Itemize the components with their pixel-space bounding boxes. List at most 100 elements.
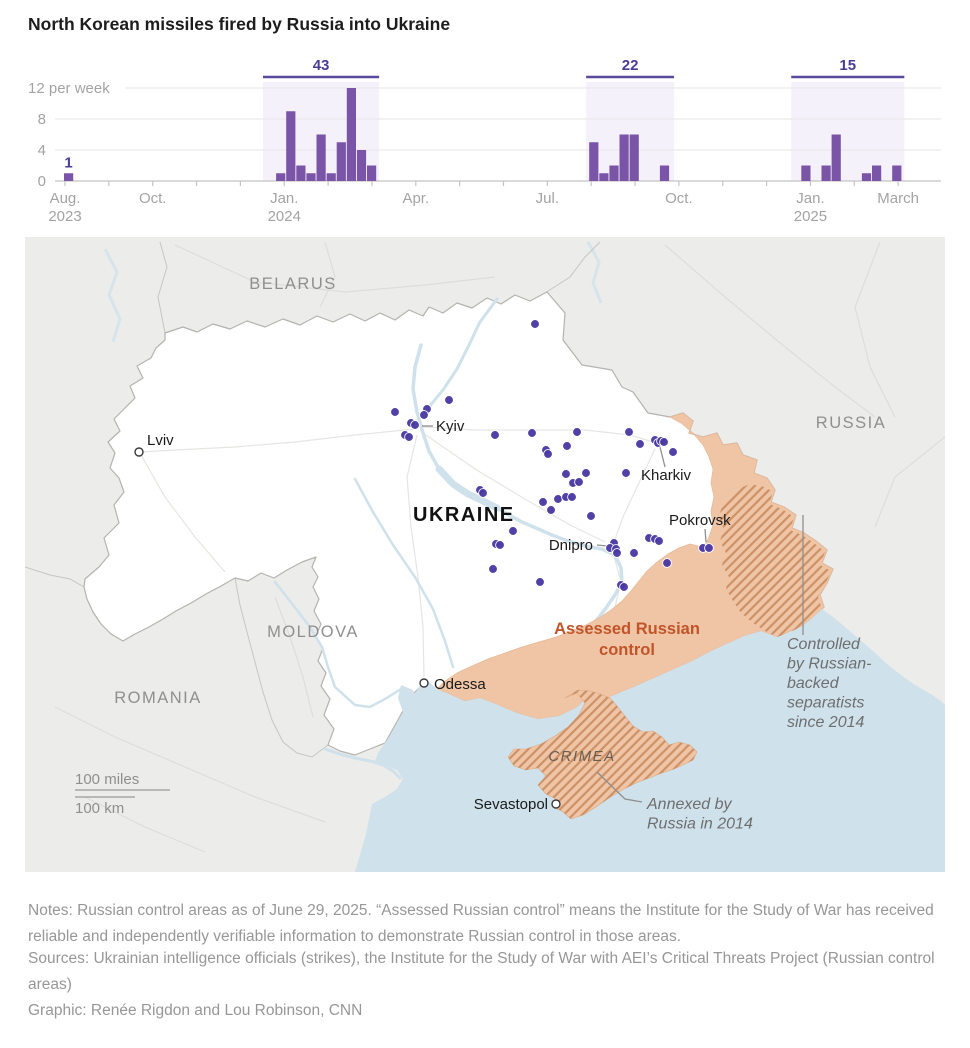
strike-dot	[574, 477, 584, 487]
dniester-liman	[398, 685, 417, 725]
strike-dot	[624, 427, 634, 437]
city-label: Kharkiv	[641, 467, 692, 484]
bar	[892, 165, 902, 181]
bar	[306, 173, 316, 181]
city-label: Dnipro	[549, 537, 593, 554]
leader-lines	[422, 425, 804, 803]
strike-dot	[535, 577, 545, 587]
x-tick-year: 2025	[794, 208, 827, 225]
strike-dot	[561, 469, 571, 479]
strike-dot	[581, 468, 591, 478]
strike-dot	[586, 511, 596, 521]
annotation-crimea-annexed: Russia in 2014	[647, 816, 753, 833]
bar	[64, 173, 74, 181]
x-tick-label: Oct.	[665, 190, 693, 207]
strike-dot	[495, 540, 505, 550]
country-label: BELARUS	[249, 275, 337, 293]
credit-text: Graphic: Renée Rigdon and Lou Robinson, …	[28, 1002, 363, 1019]
annotation-separatists: Controlled	[787, 636, 861, 653]
country-label: RUSSIA	[816, 414, 886, 432]
strike-dot	[704, 543, 714, 553]
cluster-total-label: 22	[622, 57, 639, 74]
assessed-control-label: Assessed Russian	[554, 620, 700, 638]
neighbor-roads	[54, 241, 945, 853]
strike-dot	[619, 582, 629, 592]
strike-dot	[543, 449, 553, 459]
strike-dot	[419, 410, 429, 420]
strike-dot	[546, 505, 556, 515]
strike-dot	[390, 407, 400, 417]
crimea-shape	[507, 689, 698, 820]
strike-dot	[668, 447, 678, 457]
x-tick-label: Jul.	[536, 190, 559, 207]
strike-dot	[662, 558, 672, 568]
y-tick-label: 4	[38, 142, 46, 159]
page-title: North Korean missiles fired by Russia in…	[28, 14, 451, 34]
bar	[659, 165, 670, 181]
annotation-separatists: by Russian-	[787, 656, 871, 673]
bar	[619, 134, 629, 181]
strike-dot	[635, 439, 645, 449]
strike-dot	[629, 548, 639, 558]
country-borders	[25, 241, 601, 758]
strike-dot	[478, 488, 488, 498]
strike-dot	[444, 395, 454, 405]
city-marker	[134, 447, 144, 457]
annotation-separatists: since 2014	[787, 714, 864, 731]
bar	[831, 134, 841, 181]
city-label: Kyiv	[436, 418, 465, 435]
annotation-separatists: separatists	[787, 695, 864, 712]
crimea-label: CRIMEA	[548, 748, 615, 765]
bar	[336, 142, 346, 181]
bar	[276, 173, 286, 181]
bar	[356, 150, 367, 181]
x-tick-label: Aug.	[50, 190, 81, 207]
strike-dot	[654, 536, 664, 546]
y-tick-label: 8	[38, 111, 46, 128]
notes-text: Notes: Russian control areas as of June …	[28, 901, 934, 946]
strike-dot	[410, 420, 420, 430]
ukraine-map: BELARUS RUSSIA MOLDOVA ROMANIA UKRAINE CRIMEA…	[25, 237, 945, 872]
x-tick-year: 2023	[48, 208, 81, 225]
strike-dot	[567, 492, 577, 502]
bar	[861, 173, 872, 181]
ukraine-roads	[140, 426, 656, 678]
highlight-band	[791, 82, 905, 181]
city-label: Sevastopol	[474, 796, 548, 813]
bar	[589, 142, 599, 181]
bar	[872, 165, 882, 181]
strike-dot	[612, 548, 622, 558]
strike-dot	[404, 432, 414, 442]
x-tick-label: Oct.	[139, 190, 167, 207]
country-label: ROMANIA	[114, 689, 202, 707]
strike-dot	[508, 526, 518, 536]
x-tick-label: Apr.	[402, 190, 429, 207]
bar	[286, 111, 296, 181]
city-label: Odessa	[434, 676, 486, 693]
y-axis-label: 12 per week	[28, 80, 110, 97]
bar	[367, 165, 377, 181]
bar-value-label: 1	[64, 154, 72, 171]
city-label: Pokrovsk	[669, 512, 731, 529]
x-tick-label: March	[877, 190, 919, 207]
strike-dot	[659, 437, 669, 447]
x-tick-label: Jan.	[796, 190, 824, 207]
bar	[821, 165, 831, 181]
bar	[609, 165, 619, 181]
strike-dot	[562, 441, 572, 451]
bar	[326, 173, 336, 181]
bar	[346, 88, 356, 181]
assessed-control-label: control	[599, 641, 655, 659]
scale-km-label: 100 km	[75, 800, 124, 817]
sources-block: Sources: Ukrainian intelligence official…	[28, 946, 938, 1024]
scale-miles-label: 100 miles	[75, 771, 139, 788]
strike-dot	[538, 497, 548, 507]
city-marker	[419, 678, 429, 688]
y-tick-label: 0	[38, 173, 46, 190]
x-tick-label: Jan.	[270, 190, 298, 207]
strike-dot	[553, 494, 563, 504]
city-marker	[551, 799, 561, 809]
bar	[296, 165, 306, 181]
